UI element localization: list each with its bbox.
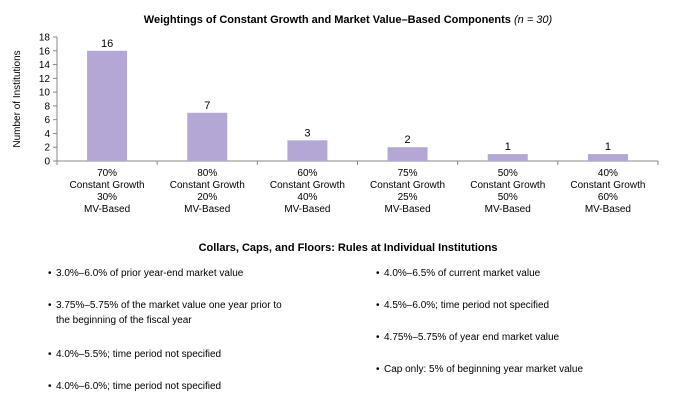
y-tick-label: 14 <box>39 60 51 71</box>
x-tick-label: MV-Based <box>84 204 130 215</box>
y-tick-label: 4 <box>44 129 50 140</box>
rule-text: 4.0%–6.5% of current market value <box>384 268 541 279</box>
bullet: • <box>376 268 380 279</box>
x-tick-label: 40% <box>598 168 618 179</box>
x-tick-label: 60% <box>297 168 317 179</box>
rule-text: 3.75%–5.75% of the market value one year… <box>56 300 282 311</box>
y-tick-label: 6 <box>44 115 50 126</box>
chart-title-note: (n = 30) <box>513 14 553 26</box>
x-tick-label: 60% <box>598 192 618 203</box>
bar-value-label: 1 <box>605 141 611 153</box>
x-tick-label: MV-Based <box>485 204 531 215</box>
bar <box>287 140 328 161</box>
bar <box>387 147 428 161</box>
x-tick-label: 50% <box>498 192 518 203</box>
x-tick-label: MV-Based <box>284 204 330 215</box>
x-tick-label: 25% <box>398 192 418 203</box>
x-tick-label: MV-Based <box>184 204 230 215</box>
y-tick-label: 10 <box>39 88 51 99</box>
x-tick-label: Constant Growth <box>70 180 145 191</box>
y-tick-label: 0 <box>44 157 50 168</box>
bullet: • <box>48 300 52 311</box>
bar <box>187 112 228 161</box>
y-axis-label: Number of Institutions <box>12 50 23 147</box>
bullet: • <box>48 349 52 360</box>
rules-title: Collars, Caps, and Floors: Rules at Indi… <box>198 242 498 254</box>
x-tick-label: Constant Growth <box>470 180 545 191</box>
bullet: • <box>376 332 380 343</box>
x-tick-label: 40% <box>297 192 317 203</box>
rule-left-2: • 3.75%–5.75% of the market value one yea… <box>48 298 282 328</box>
bar-value-label: 7 <box>204 100 210 112</box>
chart-title-text: Weightings of Constant Growth and Market… <box>143 14 511 26</box>
rule-right-3: • 4.75%–5.75% of year end market value <box>376 330 559 345</box>
x-tick-label: 50% <box>498 168 518 179</box>
y-tick-label: 2 <box>44 143 50 154</box>
bar-value-label: 2 <box>405 134 411 146</box>
chart-title: Weightings of Constant Growth and Market… <box>0 14 696 26</box>
x-tick-label: MV-Based <box>585 204 631 215</box>
rule-text: 3.0%–6.0% of prior year-end market value <box>56 268 244 279</box>
bar <box>587 154 628 161</box>
x-tick-label: 20% <box>197 192 217 203</box>
rule-text-continued: the beginning of the fiscal year <box>56 315 192 326</box>
bullet: • <box>48 381 52 392</box>
bullet: • <box>376 300 380 311</box>
bullet: • <box>376 364 380 375</box>
rule-left-4: • 4.0%–6.0%; time period not specified <box>48 379 221 394</box>
rule-left-1: • 3.0%–6.0% of prior year-end market valu… <box>48 266 243 281</box>
y-tick-label: 18 <box>39 33 51 44</box>
y-tick-label: 12 <box>39 74 51 85</box>
bar-value-label: 16 <box>101 38 113 50</box>
x-tick-label: MV-Based <box>385 204 431 215</box>
y-tick-label: 16 <box>39 46 51 57</box>
bar <box>87 50 128 161</box>
x-tick-label: Constant Growth <box>170 180 245 191</box>
rule-right-2: • 4.5%–6.0%; time period not specified <box>376 298 549 313</box>
x-tick-label: 75% <box>398 168 418 179</box>
rule-text: 4.75%–5.75% of year end market value <box>384 332 560 343</box>
rule-text: Cap only: 5% of beginning year market va… <box>384 364 584 375</box>
rule-text: 4.5%–6.0%; time period not specified <box>384 300 550 311</box>
x-tick-label: Constant Growth <box>570 180 645 191</box>
rule-right-1: • 4.0%–6.5% of current market value <box>376 266 540 281</box>
rule-text: 4.0%–5.5%; time period not specified <box>56 349 222 360</box>
x-tick-label: 80% <box>197 168 217 179</box>
bar <box>487 154 528 161</box>
y-tick-label: 8 <box>44 101 50 112</box>
bullet: • <box>48 268 52 279</box>
rule-left-3: • 4.0%–5.5%; time period not specified <box>48 347 221 362</box>
bar-value-label: 1 <box>505 141 511 153</box>
rule-right-4: • Cap only: 5% of beginning year market v… <box>376 362 583 377</box>
bar-value-label: 3 <box>304 127 310 139</box>
rule-text: 4.0%–6.0%; time period not specified <box>56 381 222 392</box>
x-tick-label: 30% <box>97 192 117 203</box>
x-tick-label: Constant Growth <box>270 180 345 191</box>
x-tick-label: Constant Growth <box>370 180 445 191</box>
x-tick-label: 70% <box>97 168 117 179</box>
